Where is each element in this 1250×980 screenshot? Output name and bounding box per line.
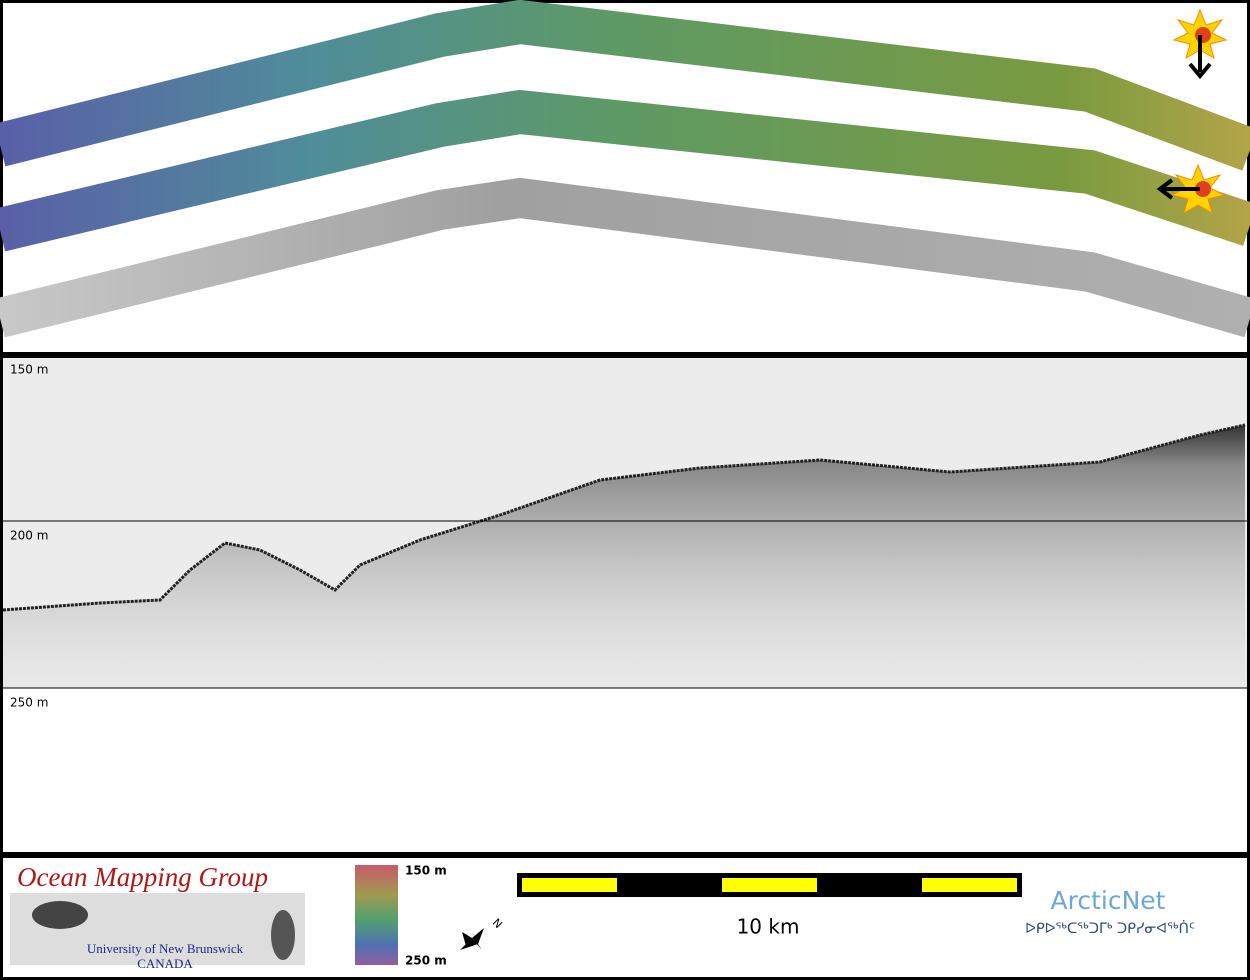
scale-segment <box>922 878 1017 892</box>
colorbar-label: 150 m <box>405 864 447 878</box>
logo-title: Ocean Mapping Group <box>17 862 268 892</box>
logo-shape <box>32 901 88 929</box>
logo-shape <box>271 910 295 960</box>
swath-backscatter <box>0 177 1250 338</box>
sun-icon <box>1172 8 1228 80</box>
arcticnet-inuktitut: ᐅᑭᐅᖅᑕᖅᑐᒥᒃ ᑐᑭᓯᓂᐊᖅᑏᑦ <box>1025 920 1195 937</box>
depth-label: 250 m <box>10 696 48 710</box>
seabed-line <box>2 423 1246 612</box>
seabed-echo <box>3 425 1245 688</box>
scale-segment <box>522 878 617 892</box>
swath-sun-north <box>0 0 1250 171</box>
logo-country: CANADA <box>137 956 193 971</box>
depth-label: 200 m <box>10 529 48 543</box>
scale-segment <box>722 878 817 892</box>
swath-sun-east <box>0 89 1250 252</box>
logo-university: University of New Brunswick <box>87 941 244 956</box>
depth-label: 150 m <box>10 363 48 377</box>
scale-label: 10 km <box>737 915 800 939</box>
colorbar <box>355 865 398 965</box>
colorbar-label: 250 m <box>405 954 447 968</box>
sun-icon <box>1156 163 1226 215</box>
arcticnet-name: ArcticNet <box>1051 886 1166 915</box>
